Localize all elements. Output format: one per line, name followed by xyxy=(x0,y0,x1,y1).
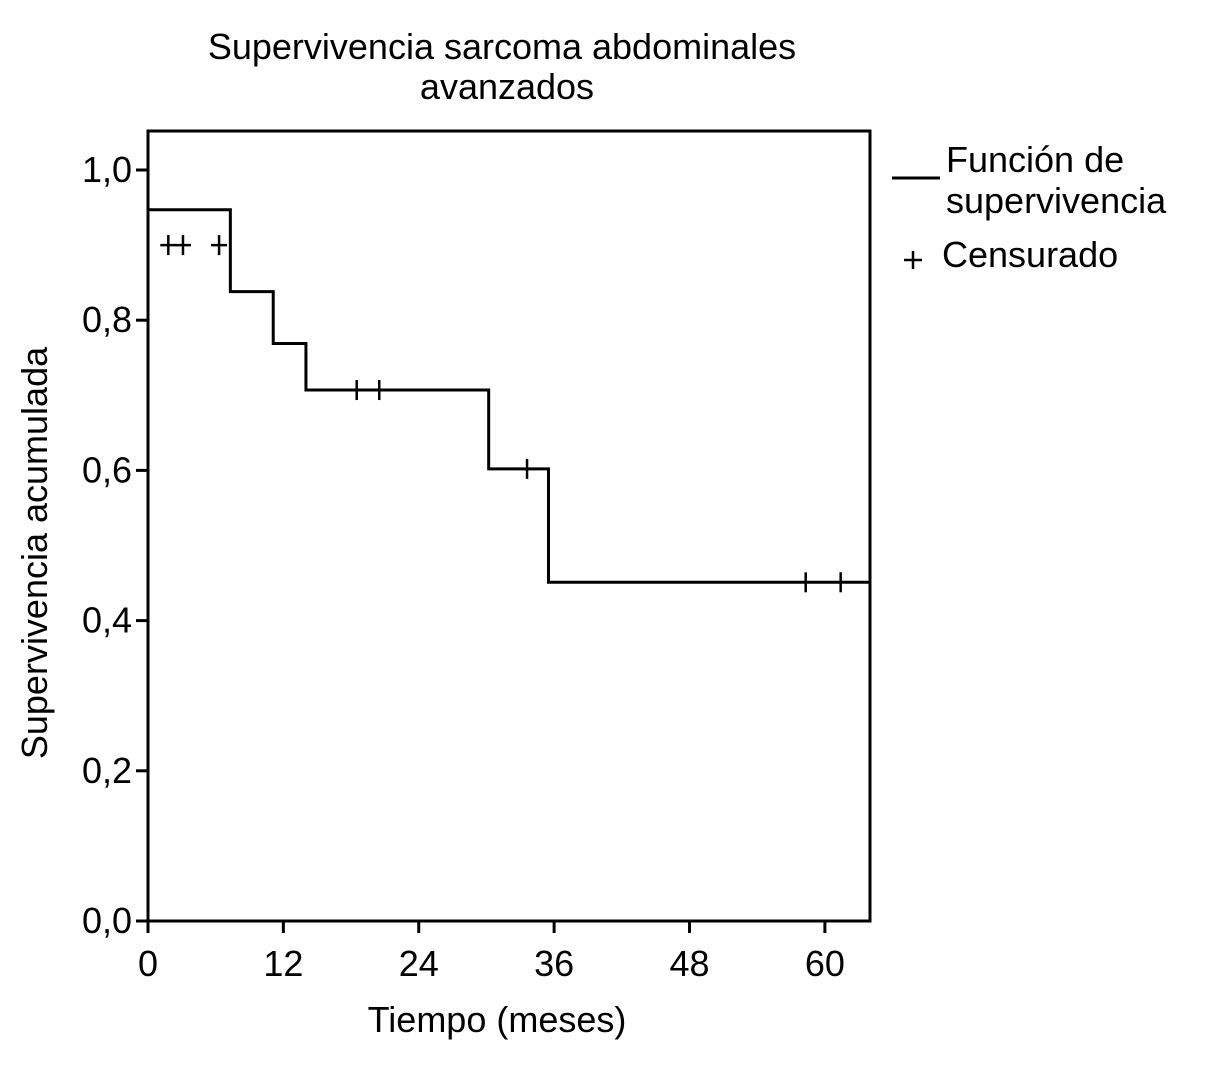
x-tick-label: 36 xyxy=(534,943,574,984)
censor-mark xyxy=(160,235,177,256)
survival-step-line xyxy=(148,208,870,584)
x-axis: 0 12 24 36 48 60 xyxy=(138,921,845,984)
y-axis: 0,0 0,2 0,4 0,6 0,8 1,0 xyxy=(82,149,148,941)
legend-label-censored: Censurado xyxy=(942,234,1118,275)
x-axis-label: Tiempo (meses) xyxy=(368,999,627,1040)
censor-mark xyxy=(797,572,814,593)
y-tick-label: 0,6 xyxy=(82,449,132,490)
y-tick-label: 0,8 xyxy=(82,299,132,340)
y-tick-label: 0,4 xyxy=(82,600,132,641)
censor-mark xyxy=(211,235,228,256)
legend-label-survival-line-2: supervivencia xyxy=(946,180,1167,221)
censored-marks xyxy=(160,235,849,593)
y-tick-label: 0,0 xyxy=(82,900,132,941)
censor-mark xyxy=(174,235,191,256)
y-axis-label: Supervivencia acumulada xyxy=(14,346,55,759)
censor-mark xyxy=(371,380,388,401)
legend-label-survival-line-1: Función de xyxy=(946,139,1124,180)
legend: Función de supervivencia Censurado xyxy=(892,139,1167,275)
x-tick-label: 0 xyxy=(138,943,158,984)
censor-mark xyxy=(832,572,849,593)
chart-title-line-2: avanzados xyxy=(420,66,594,107)
chart-title-line-1: Supervivencia sarcoma abdominales xyxy=(208,26,796,67)
censor-mark xyxy=(348,380,365,401)
y-tick-label: 0,2 xyxy=(82,750,132,791)
x-tick-label: 60 xyxy=(805,943,845,984)
x-tick-label: 24 xyxy=(399,943,439,984)
legend-plus-icon xyxy=(904,251,922,269)
censor-mark xyxy=(519,458,536,479)
x-tick-label: 48 xyxy=(669,943,709,984)
y-tick-label: 1,0 xyxy=(82,149,132,190)
plot-frame xyxy=(146,129,872,923)
x-tick-label: 12 xyxy=(263,943,303,984)
